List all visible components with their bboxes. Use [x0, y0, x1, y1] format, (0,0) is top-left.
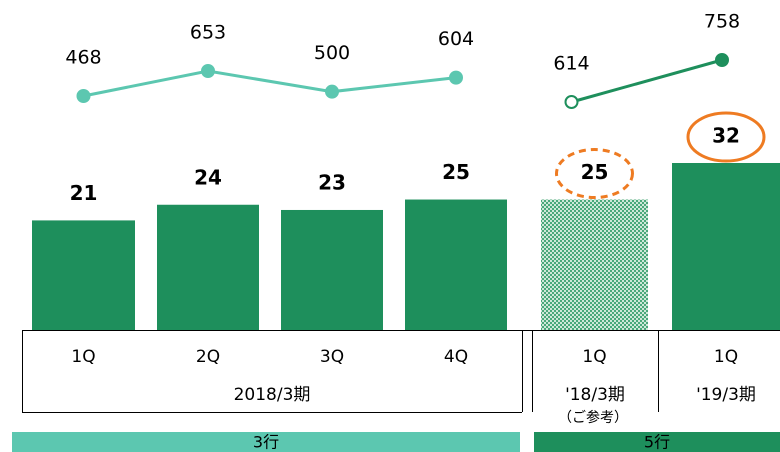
band-label: 3行 [253, 433, 279, 452]
category-label: 1Q [71, 347, 95, 367]
line-value-label: 653 [190, 22, 226, 44]
line [83, 69, 457, 98]
bar [32, 220, 135, 330]
group-label: '19/3期 [696, 385, 756, 405]
value-label: 24 [194, 165, 222, 189]
group-label: '18/3期 [565, 385, 625, 405]
line-point [564, 95, 579, 109]
line-value-label: 758 [704, 11, 740, 33]
group-label: 2018/3期 [234, 385, 311, 405]
value-label: 21 [70, 181, 98, 205]
line-point [449, 70, 463, 85]
line-point [76, 89, 91, 103]
line-point [201, 64, 215, 78]
line-value-label: 468 [65, 47, 101, 69]
line-value-label: 614 [553, 53, 589, 75]
category-label: 1Q [714, 347, 738, 367]
band [534, 432, 780, 452]
line [571, 58, 723, 104]
category-label: 2Q [196, 347, 220, 367]
category-label: 3Q [320, 347, 344, 367]
value-label: 25 [442, 160, 470, 184]
group-note: （ご参考） [558, 409, 628, 426]
bar [672, 163, 780, 330]
line-value-label: 500 [314, 42, 350, 64]
category-label: 1Q [582, 347, 606, 367]
value-label: 25 [581, 160, 609, 184]
band-label: 5行 [644, 433, 670, 452]
bar [405, 199, 507, 330]
bar [541, 199, 648, 330]
bar [281, 209, 383, 330]
value-label: 32 [712, 124, 740, 148]
highlight-ellipse [555, 148, 634, 200]
line-point [715, 53, 729, 67]
value-label: 23 [318, 170, 346, 194]
table-lines [22, 330, 780, 413]
band [12, 432, 520, 452]
line-value-label: 604 [438, 28, 474, 50]
category-label: 4Q [444, 347, 468, 367]
bar [157, 204, 259, 330]
line-point [325, 84, 339, 99]
highlight-ellipse [686, 111, 766, 163]
